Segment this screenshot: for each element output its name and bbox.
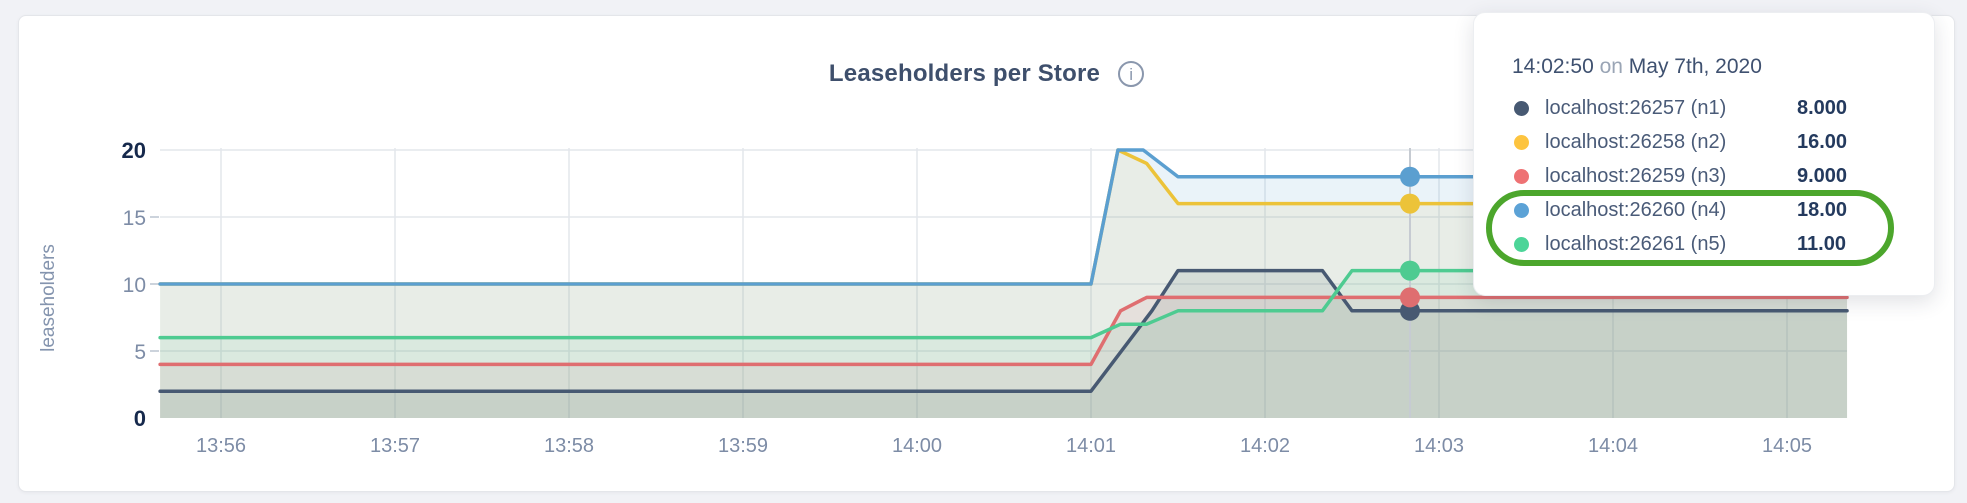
tooltip-timestamp: 14:02:50 on May 7th, 2020 — [1512, 55, 1762, 79]
series-area — [160, 297, 1848, 418]
series-label: localhost:26258 (n2) — [1545, 130, 1727, 153]
series-line — [158, 295, 1849, 367]
x-tick-label: 14:04 — [1588, 435, 1638, 457]
series-value: 8.000 — [1797, 96, 1848, 119]
series-label: localhost:26261 (n5) — [1545, 232, 1727, 255]
chart-header: Leaseholders per Store i — [19, 56, 1954, 92]
series-line — [158, 268, 1849, 340]
series-line — [158, 148, 1849, 286]
series-value: 16.00 — [1797, 130, 1848, 153]
x-tick-label: 13:56 — [196, 435, 246, 457]
x-tick-label: 14:01 — [1066, 435, 1116, 457]
chart-title: Leaseholders per Store — [828, 60, 1101, 87]
series-color-dot — [1514, 236, 1529, 252]
series-area — [160, 270, 1848, 418]
x-tick-label: 13:58 — [544, 435, 594, 457]
x-tick-label: 13:57 — [370, 435, 420, 457]
series-label: localhost:26257 (n1) — [1545, 96, 1727, 119]
hover-point — [1399, 166, 1420, 187]
hover-point — [1399, 287, 1420, 308]
series-label: localhost:26259 (n3) — [1545, 164, 1727, 187]
series-value: 18.00 — [1797, 198, 1848, 221]
x-tick-label: 14:05 — [1762, 435, 1812, 457]
tooltip-series-row: localhost:26259 (n3) 9.000 — [1474, 159, 1934, 193]
y-tick-label: 20 — [122, 138, 146, 163]
series-color-dot — [1514, 168, 1529, 184]
y-tick-label: 5 — [134, 341, 146, 364]
x-tick-label: 13:59 — [718, 435, 768, 457]
tooltip-series-row: localhost:26258 (n2) 16.00 — [1474, 125, 1934, 159]
y-tick-label: 15 — [123, 207, 146, 230]
tooltip-series-row: localhost:26261 (n5) 11.00 — [1474, 227, 1934, 261]
y-tick-label: 0 — [134, 406, 146, 431]
series-area — [160, 270, 1848, 418]
info-icon[interactable]: i — [1118, 61, 1145, 87]
tooltip-series-row: localhost:26257 (n1) 8.000 — [1474, 91, 1934, 125]
tooltip-date: May 7th, 2020 — [1628, 55, 1762, 78]
series-color-dot — [1514, 134, 1529, 150]
series-value: 9.000 — [1797, 164, 1848, 187]
series-line — [158, 268, 1849, 393]
hover-point — [1399, 193, 1420, 214]
series-color-dot — [1514, 202, 1529, 218]
series-color-dot — [1514, 100, 1529, 116]
tooltip-series-list: localhost:26257 (n1) 8.000 localhost:26258… — [1474, 91, 1934, 261]
hover-tooltip: 14:02:50 on May 7th, 2020 localhost:2625… — [1473, 12, 1935, 296]
hover-point — [1399, 260, 1420, 281]
x-tick-label: 14:00 — [892, 435, 942, 457]
tooltip-conj: on — [1599, 55, 1623, 78]
tooltip-time: 14:02:50 — [1512, 55, 1594, 78]
x-tick-label: 14:02 — [1240, 435, 1290, 457]
series-label: localhost:26260 (n4) — [1545, 198, 1727, 221]
series-value: 11.00 — [1797, 232, 1846, 255]
y-tick-label: 10 — [123, 274, 146, 297]
x-tick-label: 14:03 — [1414, 435, 1464, 457]
tooltip-series-row: localhost:26260 (n4) 18.00 — [1474, 193, 1934, 227]
